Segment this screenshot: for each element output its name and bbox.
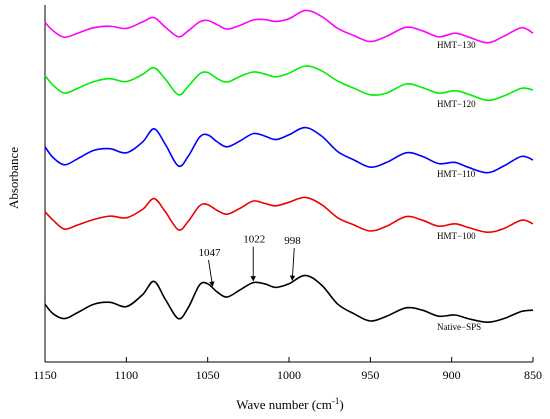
x-tick-label: 1050: [196, 368, 220, 382]
series-label-hmt-120: HMT−120: [437, 99, 476, 109]
x-tick-label: 950: [361, 368, 379, 382]
x-tick-label: 900: [443, 368, 461, 382]
series-line-hmt-120: [44, 65, 534, 102]
annotation-label: 1047: [199, 247, 222, 259]
x-tick-label: 850: [524, 368, 542, 382]
x-axis-title-main: Wave number (cm: [236, 397, 332, 412]
series-line-hmt-130: [44, 9, 534, 44]
annotation-group: 1047 1022 998: [199, 234, 301, 287]
series-line-hmt-110: [44, 126, 534, 174]
annotation-label: 998: [284, 235, 301, 247]
x-tick-label: 1100: [115, 368, 139, 382]
axes-group: 1150 1100 1050 1000 950 900 850: [33, 5, 542, 382]
series-line-native-sps: [44, 274, 534, 324]
x-tick-label: 1000: [277, 368, 301, 382]
x-axis-title: Wave number (cm-1): [236, 396, 344, 412]
x-tick-label: 1150: [33, 368, 57, 382]
series-label-native-sps: Native−SPS: [437, 322, 481, 332]
series-group: HMT−130 HMT−120 HMT−110 HMT−100 Native−SPS: [44, 9, 534, 332]
series-line-hmt-100: [44, 196, 534, 234]
series-label-hmt-100: HMT−100: [437, 231, 476, 241]
series-label-hmt-110: HMT−110: [437, 169, 476, 179]
y-axis-title: Absorbance: [6, 147, 21, 209]
series-label-hmt-130: HMT−130: [437, 40, 476, 50]
x-axis-title-close: ): [339, 397, 343, 412]
x-axis-title-superscript: -1: [332, 396, 340, 406]
annotation-arrow: [208, 259, 215, 287]
annotation-label: 1022: [243, 234, 265, 246]
annotation-arrow: [289, 248, 296, 282]
